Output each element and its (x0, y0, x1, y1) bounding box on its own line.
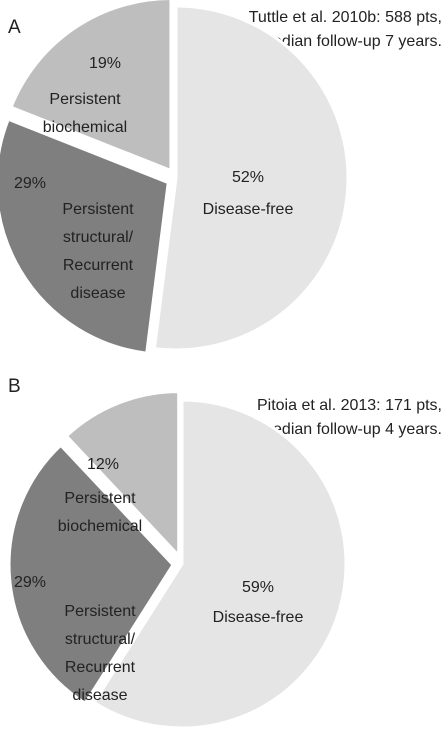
slice-label: Persistent (64, 490, 136, 507)
panel-label: B (8, 376, 21, 397)
slice-label: disease (72, 687, 127, 704)
pie-slice (152, 4, 350, 352)
slice-label: structural/ (63, 229, 134, 246)
value-label: 29% (14, 175, 46, 192)
slice-label: Disease-free (203, 201, 294, 218)
annotation: median follow-up 4 years. (260, 421, 442, 438)
value-label: 12% (87, 456, 119, 473)
slice-label: Persistent (64, 603, 136, 620)
annotation: Pitoia et al. 2013: 171 pts, (257, 397, 442, 414)
slice-label: structural/ (65, 631, 136, 648)
slice-label: disease (70, 285, 125, 302)
slice-label: biochemical (43, 119, 127, 136)
slice-label: biochemical (58, 518, 142, 535)
slice-label: Recurrent (65, 659, 136, 676)
panel-label: A (8, 17, 21, 38)
pie-slice (0, 117, 170, 355)
pie-slice (9, 0, 173, 173)
slice-label: Recurrent (63, 257, 134, 274)
value-label: 52% (232, 169, 264, 186)
annotation: median follow-up 7 years. (260, 33, 442, 50)
slice-label: Persistent (62, 201, 134, 218)
value-label: 59% (242, 579, 274, 596)
slice-label: Disease-free (213, 609, 304, 626)
pie-slice (7, 443, 175, 706)
value-label: 19% (89, 55, 121, 72)
value-label: 29% (14, 574, 46, 591)
pie-slice (64, 390, 181, 560)
annotation: Tuttle et al. 2010b: 588 pts, (249, 9, 442, 26)
slice-label: Persistent (49, 91, 121, 108)
pie-slice (92, 398, 348, 729)
